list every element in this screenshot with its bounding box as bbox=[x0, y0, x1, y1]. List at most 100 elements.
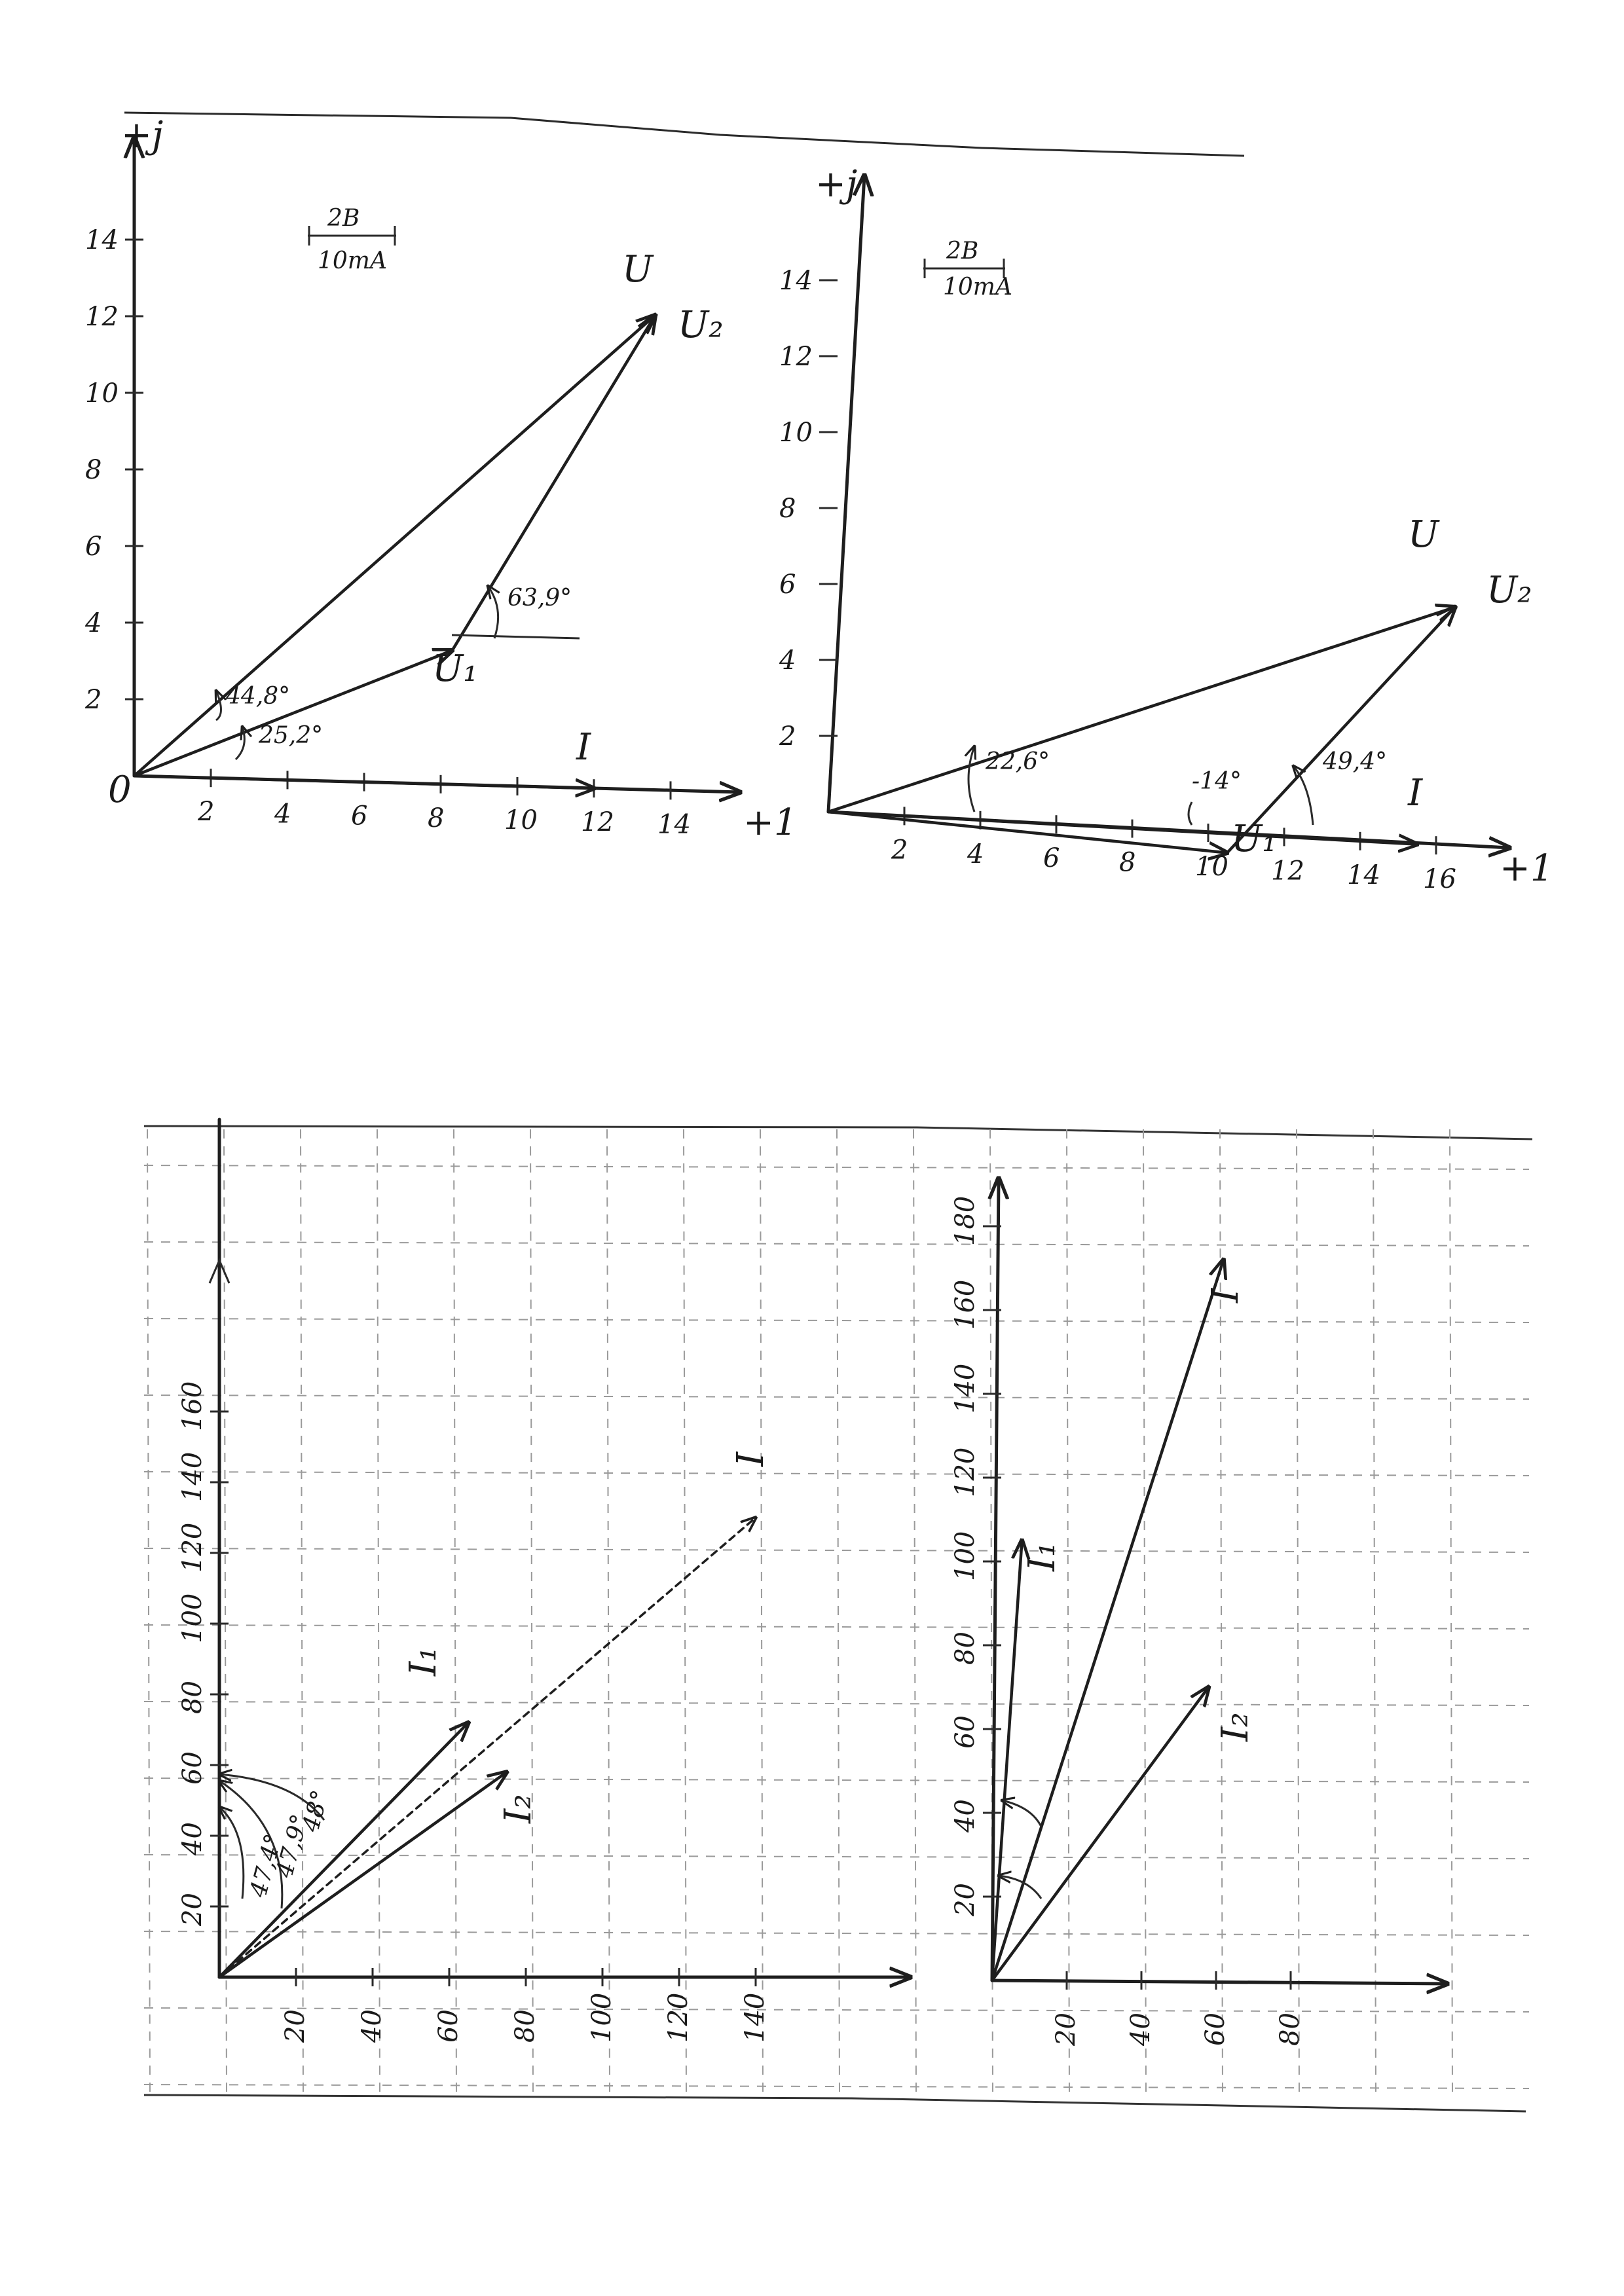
current-diagram-2: 20 40 60 80 20 40 60 80 100 120 140 160 180 I₁ I₂ I bbox=[950, 1178, 1447, 2047]
voltage-diagram-2: 2 4 6 8 10 12 14 16 2 4 6 8 10 12 14 +j +1 2B 10mA I U… bbox=[779, 163, 1554, 894]
scale-legend: 2B 10mA bbox=[308, 205, 396, 274]
x-tick-label: 8 bbox=[1119, 848, 1135, 878]
x-tick-label: 6 bbox=[1043, 843, 1060, 873]
y-tick-label: 180 bbox=[950, 1196, 980, 1246]
y-tick-label: 8 bbox=[779, 494, 796, 524]
page-edge-line bbox=[124, 111, 1245, 157]
label-U: U bbox=[1408, 513, 1440, 556]
x-tick-label: 4 bbox=[967, 839, 984, 869]
y-tick-label: 14 bbox=[779, 266, 813, 296]
current-diagram-1: 20 40 60 80 100 120 140 20 40 60 80 100 120 140 160 I₁… bbox=[177, 1118, 910, 2043]
x-tick-label: 12 bbox=[1271, 856, 1304, 886]
y-tick-label: 40 bbox=[177, 1822, 208, 1856]
label-U2: U₂ bbox=[678, 304, 724, 346]
vector-I2 bbox=[217, 1772, 507, 1979]
y-tick-label: 140 bbox=[950, 1364, 980, 1413]
y-tick-label: 100 bbox=[177, 1594, 208, 1643]
y-tick-label: 2 bbox=[84, 685, 101, 715]
y-tick-label: 140 bbox=[177, 1452, 208, 1502]
x-axis bbox=[990, 1980, 1447, 1984]
x-tick-label: 40 bbox=[1126, 2013, 1156, 2047]
label-I2: I₂ bbox=[497, 1794, 540, 1824]
y-tick-label: 160 bbox=[177, 1381, 208, 1431]
vector-U1 bbox=[826, 810, 1227, 853]
y-tick-label: 100 bbox=[950, 1531, 980, 1581]
x-tick-label: 80 bbox=[1275, 2013, 1305, 2046]
label-I: I bbox=[1204, 1287, 1247, 1303]
x-tick-label: 14 bbox=[1347, 860, 1380, 890]
vector-U1 bbox=[132, 651, 452, 778]
scale-voltage: 2B bbox=[327, 205, 360, 232]
origin-label: 0 bbox=[108, 769, 132, 811]
label-I1: I₁ bbox=[1021, 1542, 1063, 1572]
label-U2: U₂ bbox=[1486, 569, 1532, 611]
x-tick-label: 60 bbox=[434, 2009, 464, 2043]
vector-I1 bbox=[217, 1722, 468, 1979]
x-tick-label: 100 bbox=[587, 1993, 617, 2043]
x-axis-label: +1 bbox=[743, 801, 798, 844]
scale-legend: 2B 10mA bbox=[923, 238, 1012, 301]
x-tick-label: 4 bbox=[274, 799, 291, 829]
label-I: I bbox=[1407, 772, 1424, 814]
y-tick-label: 80 bbox=[950, 1631, 980, 1665]
y-axis bbox=[992, 1178, 999, 1982]
x-tick-label: 14 bbox=[657, 809, 691, 839]
x-tick-label: 10 bbox=[504, 805, 538, 835]
scale-current: 10mA bbox=[943, 274, 1012, 301]
y-tick-label: 80 bbox=[177, 1681, 208, 1714]
y-axis-arrow bbox=[208, 1258, 231, 1284]
vector-I bbox=[826, 810, 1417, 845]
y-tick-label: 20 bbox=[177, 1893, 208, 1927]
y-tick-label: 20 bbox=[950, 1883, 980, 1917]
axis-ticks: 2 4 6 8 10 12 14 16 2 4 6 8 10 12 14 bbox=[779, 266, 1456, 894]
y-tick-label: 2 bbox=[779, 721, 796, 752]
y-tick-label: 120 bbox=[950, 1448, 980, 1497]
x-tick-label: 6 bbox=[351, 801, 367, 831]
x-tick-label: 12 bbox=[581, 807, 614, 837]
vector-I bbox=[218, 1518, 756, 1978]
x-tick-label: 20 bbox=[280, 2009, 310, 2043]
y-tick-label: 40 bbox=[950, 1799, 980, 1833]
scale-current: 10mA bbox=[318, 247, 387, 274]
angle-label-1: 44,8° bbox=[225, 683, 290, 710]
x-tick-label: 20 bbox=[1051, 2013, 1081, 2047]
y-tick-label: 6 bbox=[779, 570, 796, 600]
label-U1: U₁ bbox=[1231, 818, 1277, 860]
y-tick-label: 60 bbox=[950, 1715, 980, 1749]
x-tick-label: 140 bbox=[740, 1993, 770, 2043]
x-tick-label: 60 bbox=[1200, 2013, 1230, 2046]
label-I: I bbox=[729, 1451, 772, 1467]
y-axis bbox=[826, 175, 864, 814]
label-U1: U₁ bbox=[432, 647, 478, 690]
x-tick-label: 2 bbox=[891, 835, 908, 865]
y-tick-label: 10 bbox=[779, 418, 813, 448]
scale-voltage: 2B bbox=[946, 238, 978, 264]
y-tick-label: 10 bbox=[85, 378, 119, 409]
vector-I2 bbox=[990, 1687, 1209, 1982]
reference-line bbox=[451, 634, 580, 640]
y-tick-label: 4 bbox=[84, 608, 101, 638]
angle-label-2: -14° bbox=[1192, 768, 1242, 795]
angle-label-2: 25,2° bbox=[258, 722, 323, 749]
vector-U bbox=[132, 315, 655, 778]
x-tick-label: 16 bbox=[1423, 864, 1456, 894]
vector-I bbox=[990, 1260, 1223, 1982]
y-tick-label: 120 bbox=[177, 1523, 208, 1573]
angle-label-1: 22,6° bbox=[985, 748, 1050, 775]
x-axis-label: +1 bbox=[1500, 847, 1554, 890]
x-tick-label: 10 bbox=[1195, 852, 1228, 882]
vector-I1 bbox=[990, 1540, 1022, 1982]
y-tick-label: 12 bbox=[779, 342, 813, 372]
x-tick-label: 40 bbox=[357, 2009, 387, 2043]
y-tick-label: 4 bbox=[779, 646, 796, 676]
angle-label-3: 49,4° bbox=[1322, 748, 1387, 775]
voltage-diagram-1: 2 4 6 8 10 12 14 2 4 6 8 10 12 14 +j +1 0 2B 10mA I U… bbox=[84, 114, 798, 844]
x-tick-label: 80 bbox=[510, 2009, 540, 2043]
axis-ticks: 20 40 60 80 100 120 140 20 40 60 80 100 120 140 160 bbox=[177, 1381, 770, 2043]
y-axis-label: +j bbox=[121, 114, 163, 156]
y-tick-label: 14 bbox=[85, 225, 119, 255]
y-tick-label: 160 bbox=[950, 1280, 980, 1330]
x-tick-label: 2 bbox=[197, 797, 214, 827]
label-I: I bbox=[576, 726, 592, 769]
label-I2: I₂ bbox=[1214, 1712, 1257, 1742]
